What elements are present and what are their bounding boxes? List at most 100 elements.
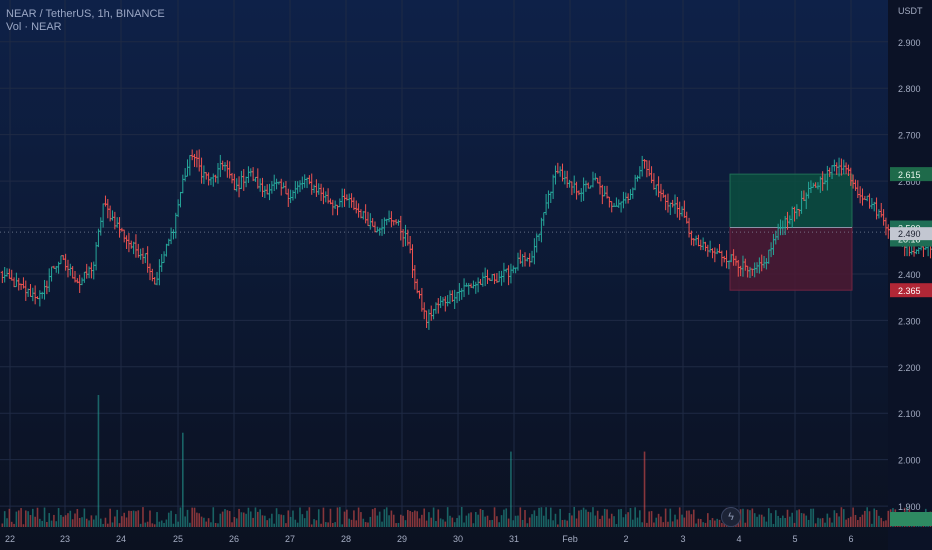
lightning-icon[interactable]: ϟ xyxy=(721,507,741,527)
volume-bar xyxy=(697,518,700,527)
volume-bar xyxy=(685,510,688,527)
volume-bar xyxy=(266,520,268,527)
volume-bar xyxy=(474,512,477,527)
volume-bar xyxy=(350,519,353,527)
volume-bar xyxy=(603,508,606,527)
volume-bar xyxy=(887,510,890,527)
volume-bar xyxy=(503,509,505,527)
volume-bar xyxy=(395,523,397,527)
current-price-label: 2.490 xyxy=(898,229,921,239)
volume-bar xyxy=(845,519,847,527)
volume-bar xyxy=(151,523,154,527)
volume-bar xyxy=(449,515,451,527)
volume-bar xyxy=(212,507,215,527)
volume-bar xyxy=(67,513,69,527)
volume-bar xyxy=(507,518,510,527)
volume-bar xyxy=(678,507,681,527)
volume-bar xyxy=(589,512,592,527)
volume-bar xyxy=(76,509,79,527)
volume-bar xyxy=(282,515,285,527)
volume-bar xyxy=(275,508,278,527)
volume-bar xyxy=(627,512,629,527)
volume-bar xyxy=(348,518,351,527)
volume-bar xyxy=(428,512,430,527)
volume-bar xyxy=(254,507,257,527)
volume-bar xyxy=(496,516,498,527)
volume-bar xyxy=(205,521,208,527)
volume-bar xyxy=(29,515,32,527)
stop-price-label-bg xyxy=(890,283,932,298)
volume-bar xyxy=(226,510,229,527)
volume-bar xyxy=(278,514,280,527)
volume-bar xyxy=(681,514,683,527)
volume-bar xyxy=(102,523,104,527)
volume-bar xyxy=(32,508,34,527)
volume-bar xyxy=(69,510,72,527)
volume-bar xyxy=(50,520,53,527)
volume-bar xyxy=(242,512,245,527)
volume-bar xyxy=(707,513,709,527)
volume-bar xyxy=(118,523,121,527)
volume-bar xyxy=(559,508,561,527)
volume-bar xyxy=(882,521,885,527)
volume-bar xyxy=(446,507,449,527)
volume-bar xyxy=(699,519,702,527)
volume-bar xyxy=(875,510,878,527)
volume-bar xyxy=(252,517,254,527)
volume-bar xyxy=(34,516,36,527)
volume-bar xyxy=(564,519,566,527)
volume-bar xyxy=(857,520,859,527)
volume-bar xyxy=(339,507,341,527)
volume-bar xyxy=(407,509,409,527)
volume-bar xyxy=(186,509,189,527)
volume-bar xyxy=(592,507,594,527)
volume-bar xyxy=(399,514,402,527)
volume-bar xyxy=(784,517,786,527)
symbol-title[interactable]: NEAR / TetherUS, 1h, BINANCE xyxy=(6,8,165,20)
volume-bar xyxy=(392,514,395,527)
volume-bar xyxy=(849,516,852,527)
volume-bar xyxy=(240,512,243,527)
volume-bar xyxy=(299,507,301,527)
volume-bar xyxy=(17,510,20,527)
volume-bar xyxy=(310,524,313,527)
volume-bar xyxy=(414,510,416,527)
volume-bar xyxy=(535,515,538,527)
volume-bar xyxy=(721,522,723,527)
volume-bar xyxy=(772,523,775,527)
volume-bar xyxy=(460,506,463,527)
volume-bar xyxy=(6,518,8,527)
volume-bar xyxy=(313,519,315,527)
volume-bar xyxy=(268,518,271,527)
volume-indicator-label[interactable]: Vol · NEAR xyxy=(6,21,62,33)
volume-bar xyxy=(821,518,824,527)
volume-bar xyxy=(807,519,810,527)
volume-bar xyxy=(826,513,829,527)
volume-bar xyxy=(8,508,11,527)
volume-bar xyxy=(259,509,261,527)
volume-bar xyxy=(517,515,519,527)
volume-bar xyxy=(109,508,111,527)
volume-bar xyxy=(594,515,597,527)
volume-bar xyxy=(137,510,140,527)
position-stop-zone[interactable] xyxy=(729,227,853,291)
volume-bar xyxy=(71,519,74,527)
volume-bar xyxy=(683,517,686,527)
volume-bar xyxy=(81,517,83,527)
y-tick-label: 2.200 xyxy=(898,363,921,373)
y-tick-label: 2.400 xyxy=(898,270,921,280)
volume-bar xyxy=(198,513,201,527)
volume-bar xyxy=(179,507,182,527)
volume-bar xyxy=(285,523,287,527)
volume-bar xyxy=(156,512,158,527)
volume-bar xyxy=(62,516,65,527)
position-target-zone[interactable] xyxy=(729,173,853,229)
y-tick-label: 2.000 xyxy=(898,456,921,466)
volume-bar xyxy=(854,514,857,527)
ohlc-bar xyxy=(931,248,932,250)
volume-bar xyxy=(655,517,658,527)
volume-bar xyxy=(472,523,475,527)
volume-bar xyxy=(824,522,826,527)
